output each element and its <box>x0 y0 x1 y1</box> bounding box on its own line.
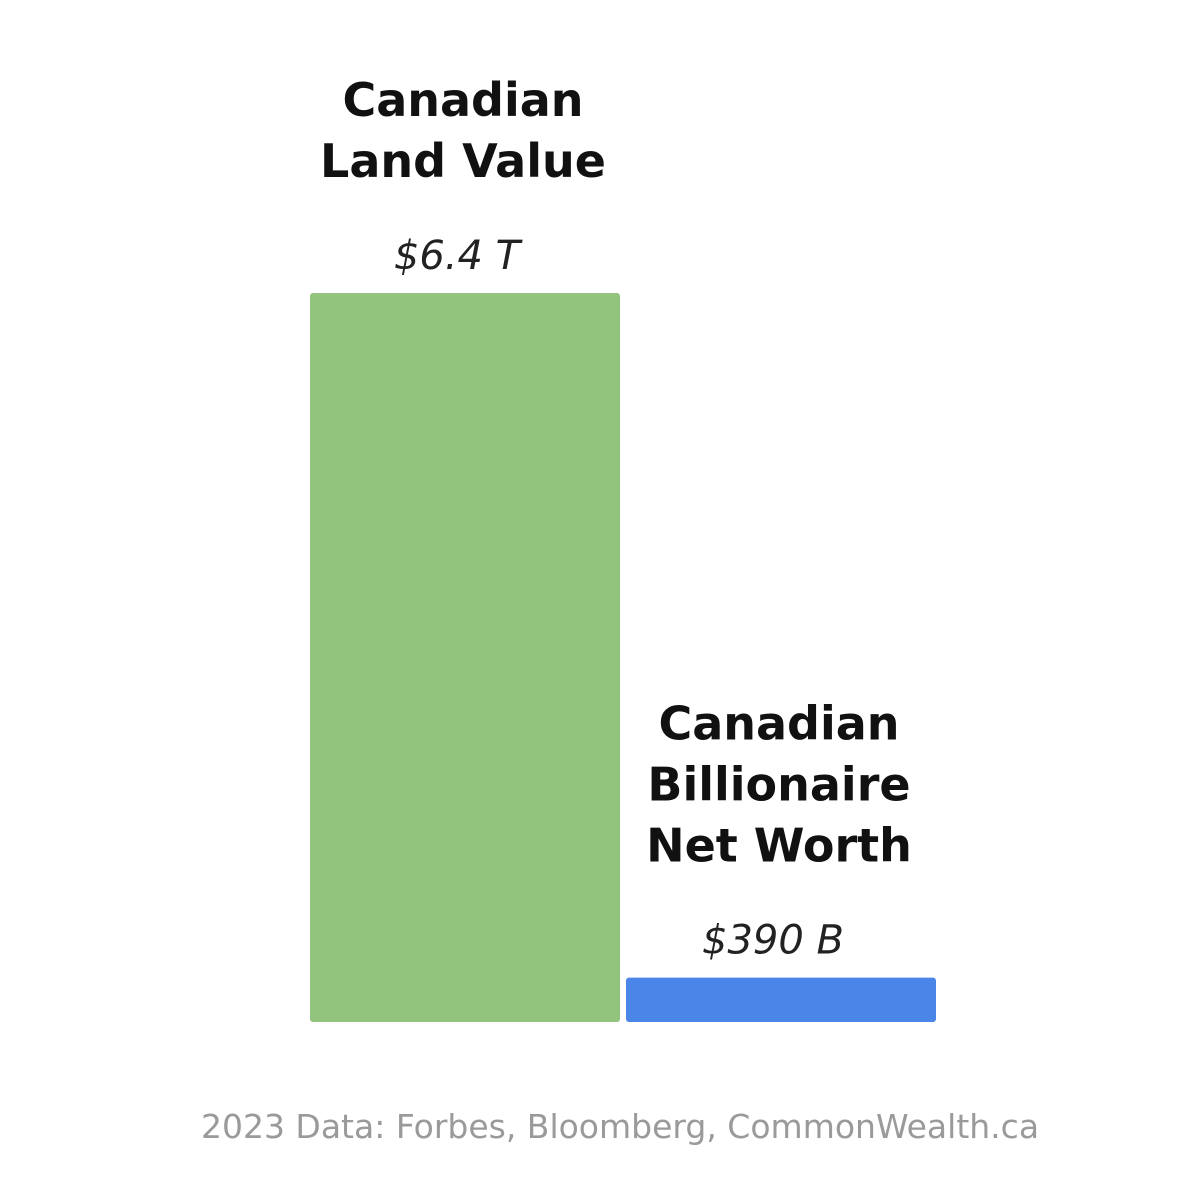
category-label-line: Canadian <box>342 73 583 127</box>
category-label-2: Canadian Billionaire Net Worth <box>646 697 912 873</box>
category-label-line: Canadian <box>658 697 899 751</box>
labels-layer: $6.4 T Canadian Land Value $390 B Canadian Bi… <box>320 73 912 964</box>
value-label-2: $390 B <box>702 918 844 964</box>
bars-layer <box>310 293 936 1022</box>
source-note: 2023 Data: Forbes, Bloomberg, CommonWeal… <box>201 1107 1039 1146</box>
category-label-line: Land Value <box>320 134 606 188</box>
bar-1 <box>310 293 620 1022</box>
value-label-1: $6.4 T <box>394 233 524 279</box>
category-label-line: Net Worth <box>646 819 912 873</box>
category-label-line: Billionaire <box>647 758 910 812</box>
bar-2 <box>626 977 936 1022</box>
category-label-1: Canadian Land Value <box>320 73 606 188</box>
